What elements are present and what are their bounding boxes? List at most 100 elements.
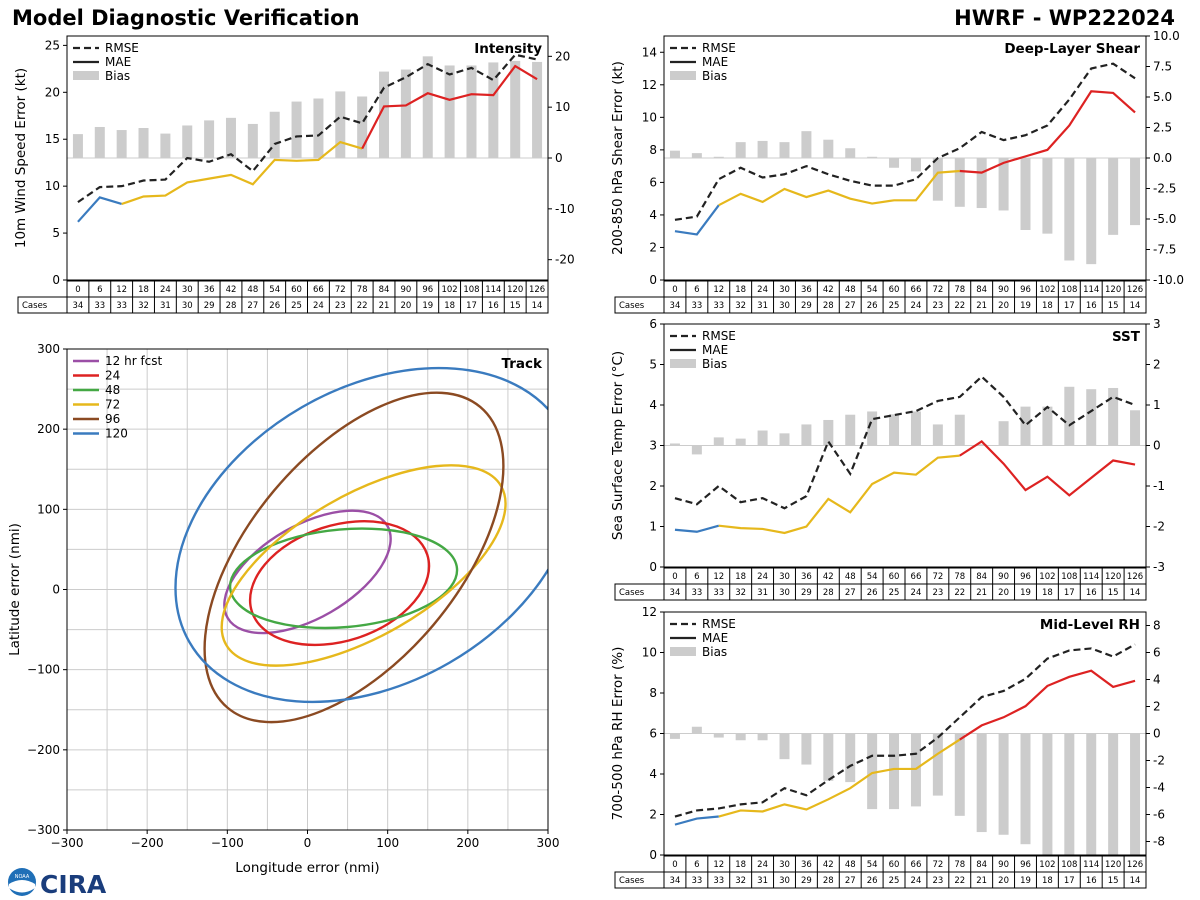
intensity-lead-label: 30 bbox=[182, 285, 193, 295]
sst-lead-label: 72 bbox=[932, 572, 943, 582]
track-ylabel: Latitude error (nmi) bbox=[7, 523, 23, 656]
shear-bias-bar bbox=[845, 148, 856, 158]
shear-case-count: 33 bbox=[691, 301, 702, 311]
track-panel: −300 −200 −100 0 100 200 300 −300 −200 −100 0 100 20… bbox=[7, 342, 559, 876]
intensity-bias-bar bbox=[72, 134, 83, 158]
sst-ytick-label: 6 bbox=[649, 317, 657, 331]
sst-case-count: 29 bbox=[801, 588, 812, 598]
rh-bias-bar bbox=[757, 733, 768, 741]
shear-case-count: 29 bbox=[801, 301, 812, 311]
intensity-bias-bar bbox=[116, 130, 127, 158]
intensity-lead-label: 72 bbox=[335, 285, 346, 295]
rh-case-count: 25 bbox=[889, 876, 900, 886]
shear-lead-label: 84 bbox=[976, 285, 987, 295]
shear-y2tick-label: 5.0 bbox=[1153, 90, 1172, 104]
track-legend-label: 24 bbox=[105, 369, 120, 383]
shear-cases-header: Cases bbox=[619, 301, 645, 311]
sst-bias-bar bbox=[1086, 389, 1097, 446]
rh-lead-label: 66 bbox=[911, 860, 922, 870]
rh-case-count: 31 bbox=[757, 876, 768, 886]
shear-lead-label: 90 bbox=[998, 285, 1009, 295]
shear-y2tick-label: -10.0 bbox=[1153, 273, 1184, 287]
intensity-bias-bar bbox=[400, 69, 411, 158]
shear-bias-bar bbox=[932, 158, 943, 201]
intensity-case-count: 20 bbox=[400, 301, 411, 311]
rh-lead-label: 0 bbox=[672, 860, 677, 870]
shear-ytick-label: 8 bbox=[649, 143, 657, 157]
shear-case-count: 18 bbox=[1042, 301, 1053, 311]
shear-bias-bar bbox=[1042, 158, 1053, 234]
intensity-lead-label: 24 bbox=[160, 285, 171, 295]
sst-ylabel: Sea Surface Temp Error (°C) bbox=[610, 351, 626, 540]
shear-case-count: 19 bbox=[1020, 301, 1031, 311]
shear-ytick-label: 14 bbox=[642, 45, 657, 59]
sst-y2tick-label: 3 bbox=[1153, 317, 1161, 331]
rh-bias-bar bbox=[691, 726, 702, 734]
rh-y2tick-label: -2 bbox=[1153, 754, 1165, 768]
intensity-ytick-label: 20 bbox=[45, 85, 60, 99]
rh-lead-label: 96 bbox=[1020, 860, 1031, 870]
intensity-case-count: 15 bbox=[510, 301, 521, 311]
rh-bias-bar bbox=[889, 733, 900, 810]
sst-ytick-label: 3 bbox=[649, 439, 657, 453]
rh-case-count: 33 bbox=[691, 876, 702, 886]
rh-bias-bar bbox=[845, 733, 856, 783]
rh-cases-header-cell bbox=[614, 871, 665, 889]
intensity-case-count: 28 bbox=[226, 301, 237, 311]
storm-id-title: HWRF - WP222024 bbox=[954, 6, 1175, 30]
rh-lead-label: 48 bbox=[845, 860, 856, 870]
shear-y2tick-label: 2.5 bbox=[1153, 121, 1172, 135]
sst-bias-bar bbox=[713, 437, 724, 446]
shear-lead-label: 42 bbox=[823, 285, 834, 295]
shear-case-count: 24 bbox=[911, 301, 922, 311]
rh-legend-bias-swatch bbox=[670, 647, 696, 656]
intensity-ylabel: 10m Wind Speed Error (kt) bbox=[13, 68, 29, 248]
sst-lead-label: 114 bbox=[1083, 572, 1099, 582]
rh-bias-bar bbox=[954, 733, 965, 816]
intensity-ytick-label: 5 bbox=[52, 226, 60, 240]
rh-case-count: 26 bbox=[867, 876, 878, 886]
shear-legend-rmse: RMSE bbox=[702, 41, 736, 55]
sst-y2tick-label: 2 bbox=[1153, 358, 1161, 372]
intensity-y2tick-label: 0 bbox=[555, 151, 563, 165]
sst-lead-label: 12 bbox=[713, 572, 724, 582]
intensity-lead-label: 6 bbox=[97, 285, 102, 295]
rh-bias-bar bbox=[1086, 733, 1097, 868]
shear-case-count: 31 bbox=[757, 301, 768, 311]
track-ellipse-24 bbox=[248, 520, 431, 647]
sst-mae-line bbox=[674, 524, 720, 533]
shear-lead-label: 120 bbox=[1105, 285, 1121, 295]
rh-mae-line bbox=[718, 738, 961, 818]
sst-y2tick-label: -2 bbox=[1153, 520, 1165, 534]
shear-lead-label: 12 bbox=[713, 285, 724, 295]
sst-case-count: 28 bbox=[823, 588, 834, 598]
track-ytick-label: −200 bbox=[27, 743, 60, 757]
rh-lead-label: 54 bbox=[867, 860, 878, 870]
track-xtick-label: −100 bbox=[211, 836, 244, 850]
rh-bias-bar bbox=[976, 733, 987, 833]
sst-legend-rmse: RMSE bbox=[702, 329, 736, 343]
shear-y2tick-label: 0.0 bbox=[1153, 151, 1172, 165]
track-ytick-label: 100 bbox=[37, 502, 60, 516]
shear-bias-bar bbox=[910, 158, 921, 172]
shear-legend-bias-swatch bbox=[670, 71, 696, 80]
sst-case-count: 34 bbox=[670, 588, 681, 598]
track-ytick-label: 0 bbox=[52, 583, 60, 597]
sst-y2tick-label: 0 bbox=[1153, 439, 1161, 453]
intensity-lead-label: 84 bbox=[379, 285, 390, 295]
shear-lead-label: 102 bbox=[1039, 285, 1055, 295]
intensity-lead-label: 48 bbox=[247, 285, 258, 295]
sst-bias-bar bbox=[1130, 410, 1141, 446]
track-xtick-label: 0 bbox=[304, 836, 312, 850]
shear-lead-label: 96 bbox=[1020, 285, 1031, 295]
rh-case-count: 22 bbox=[954, 876, 965, 886]
intensity-bias-bar bbox=[532, 61, 543, 158]
intensity-case-count: 29 bbox=[204, 301, 215, 311]
intensity-case-count: 21 bbox=[379, 301, 390, 311]
sst-case-count: 18 bbox=[1042, 588, 1053, 598]
rh-case-count: 28 bbox=[823, 876, 834, 886]
shear-case-count: 34 bbox=[670, 301, 681, 311]
sst-lead-label: 120 bbox=[1105, 572, 1121, 582]
rh-y2tick-label: -8 bbox=[1153, 835, 1165, 849]
